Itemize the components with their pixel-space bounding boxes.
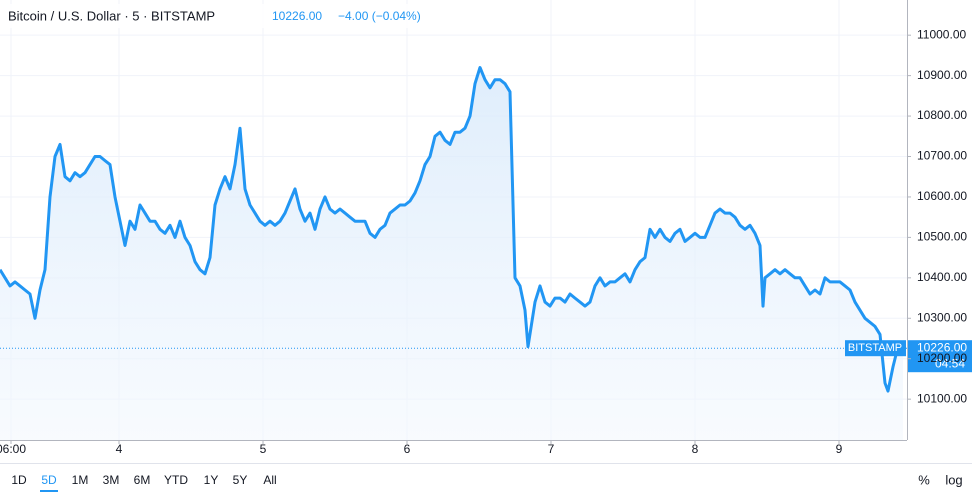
x-tick-label: 6 [404,442,411,456]
y-tick-label: 10900.00 [917,68,967,82]
chart-title: Bitcoin / U.S. Dollar · 5 · BITSTAMP [8,8,215,23]
y-tick-label: 10700.00 [917,149,967,163]
y-tick-label: 10100.00 [917,391,967,405]
range-button[interactable]: YTD [164,473,188,487]
countdown: 04:54 [935,356,965,370]
range-button[interactable]: 5D [41,473,57,487]
x-tick-label: 5 [260,442,267,456]
y-tick-label: 10400.00 [917,270,967,284]
x-tick-label: 7 [548,442,555,456]
y-tick-label: 10300.00 [917,310,967,324]
y-tick-label: 10800.00 [917,108,967,122]
range-button[interactable]: All [263,473,276,487]
range-button[interactable]: 6M [134,473,151,487]
legend-bg [0,4,440,28]
x-tick-label: 4 [116,442,123,456]
last-price: 10226.00 [272,9,322,23]
range-button[interactable]: 1M [72,473,89,487]
range-button[interactable]: 1Y [204,473,219,487]
x-tick-label: 9 [836,442,843,456]
y-tick-label: 10500.00 [917,230,967,244]
range-button[interactable]: 1D [11,473,27,487]
y-tick-label: 10200.00 [917,351,967,365]
y-tick-label: 10600.00 [917,189,967,203]
price-tag-bg [908,340,972,373]
percent-toggle[interactable]: % [918,472,930,487]
x-tick-label: 06:00 [0,442,26,456]
area-fill [0,67,903,440]
log-toggle[interactable]: log [945,472,962,487]
price-tag: 10226.00 [917,340,967,354]
exchange-tag-bg [845,340,906,357]
price-change: −4.00 (−0.04%) [338,9,421,23]
y-tick-label: 11000.00 [917,27,966,41]
exchange-tag: BITSTAMP [848,342,902,354]
x-tick-label: 8 [692,442,699,456]
range-button[interactable]: 5Y [233,473,248,487]
range-button[interactable]: 3M [103,473,120,487]
price-line [0,66,904,393]
